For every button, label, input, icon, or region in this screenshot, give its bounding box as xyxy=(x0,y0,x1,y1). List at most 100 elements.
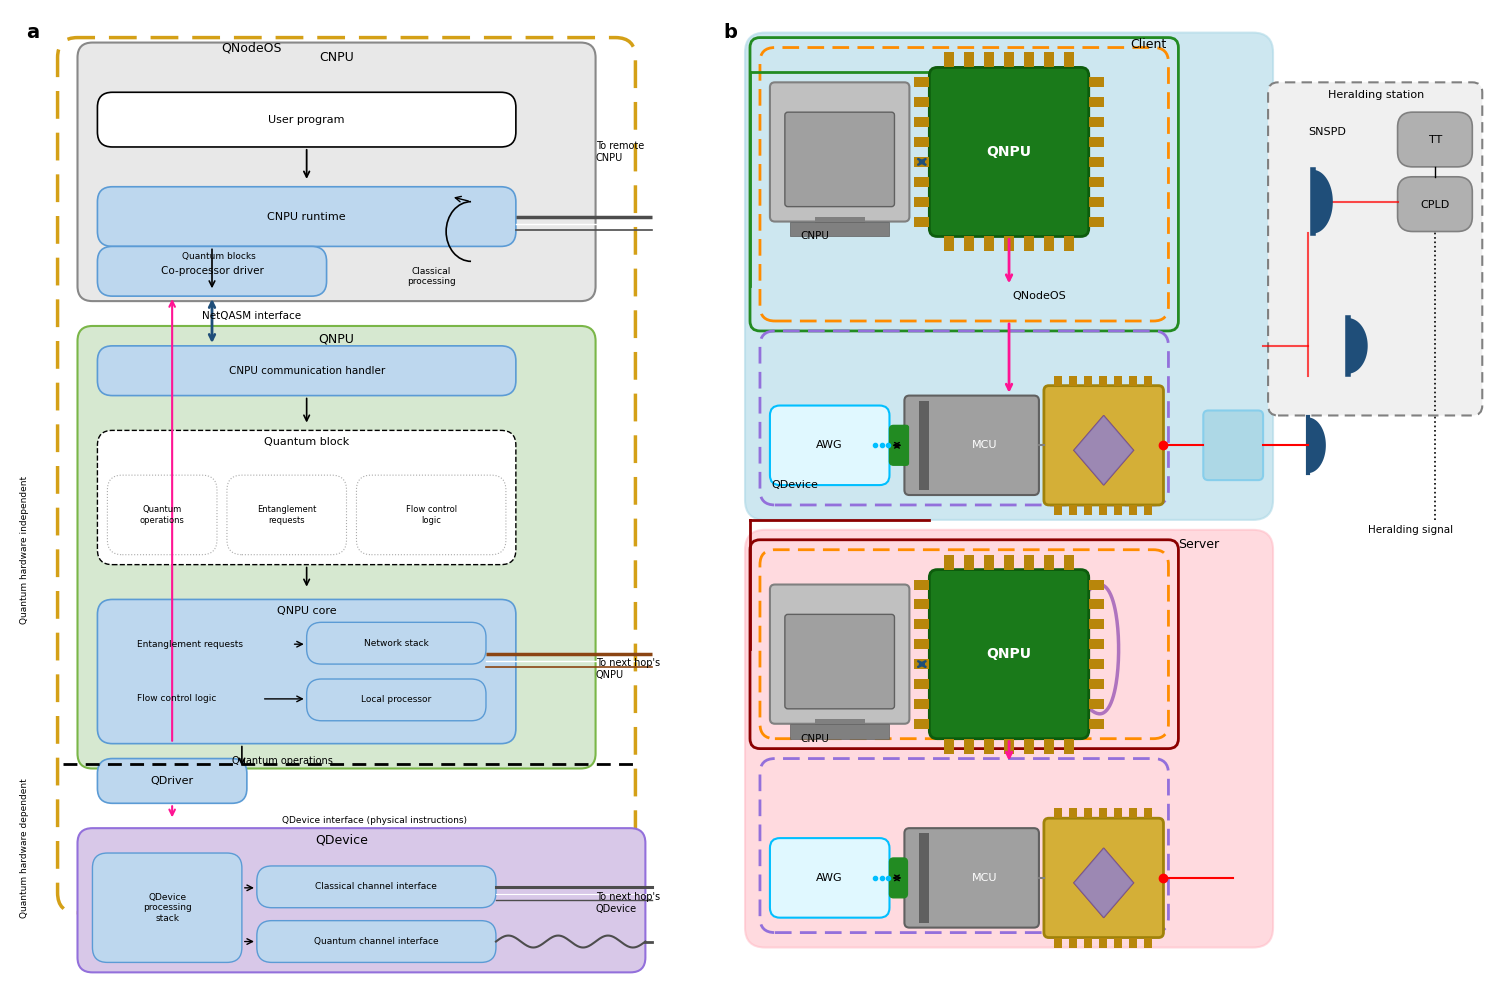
Bar xyxy=(1044,52,1054,67)
Text: CPLD: CPLD xyxy=(1420,200,1450,210)
Text: Entanglement requests: Entanglement requests xyxy=(138,640,243,649)
Bar xyxy=(1024,52,1033,67)
Text: Quantum hardware independent: Quantum hardware independent xyxy=(20,476,28,624)
Bar xyxy=(915,217,930,227)
Text: CNPU runtime: CNPU runtime xyxy=(267,212,346,222)
Bar xyxy=(964,555,974,570)
Bar xyxy=(915,659,930,669)
Bar xyxy=(1098,938,1107,948)
Text: CNPU: CNPU xyxy=(801,231,830,241)
Bar xyxy=(1070,808,1077,818)
Text: Classical
processing: Classical processing xyxy=(406,267,456,286)
FancyBboxPatch shape xyxy=(770,406,890,485)
Bar xyxy=(1054,376,1062,386)
Bar xyxy=(1004,739,1014,754)
Text: QNodeOS: QNodeOS xyxy=(1013,291,1066,301)
Text: CNPU: CNPU xyxy=(801,734,830,744)
Bar xyxy=(915,77,930,87)
Text: MCU: MCU xyxy=(972,440,998,450)
FancyBboxPatch shape xyxy=(98,346,516,396)
Text: QDevice: QDevice xyxy=(315,834,368,847)
Bar xyxy=(945,52,954,67)
Text: SNSPD: SNSPD xyxy=(1308,127,1346,137)
Text: Co-processor driver: Co-processor driver xyxy=(160,266,264,276)
Bar xyxy=(1113,938,1122,948)
Bar xyxy=(1070,505,1077,515)
Bar xyxy=(984,52,994,67)
Bar xyxy=(1070,376,1077,386)
Bar xyxy=(1004,236,1014,251)
Bar xyxy=(964,739,974,754)
Bar xyxy=(1089,719,1104,729)
Text: Quantum blocks: Quantum blocks xyxy=(182,252,256,261)
FancyBboxPatch shape xyxy=(890,858,908,898)
Text: Classical channel interface: Classical channel interface xyxy=(315,882,438,891)
Bar xyxy=(1064,236,1074,251)
FancyBboxPatch shape xyxy=(98,187,516,246)
Bar xyxy=(1089,599,1104,609)
FancyBboxPatch shape xyxy=(1398,177,1473,232)
Bar xyxy=(920,401,930,490)
Bar xyxy=(1084,505,1092,515)
FancyBboxPatch shape xyxy=(903,425,909,465)
Text: Local processor: Local processor xyxy=(362,695,432,704)
Bar xyxy=(1004,555,1014,570)
FancyBboxPatch shape xyxy=(904,828,1040,928)
Polygon shape xyxy=(1308,417,1326,473)
Bar xyxy=(1089,619,1104,629)
Bar xyxy=(1089,659,1104,669)
FancyBboxPatch shape xyxy=(770,585,909,724)
Bar xyxy=(1054,808,1062,818)
Bar xyxy=(815,217,864,227)
Text: AWG: AWG xyxy=(816,440,843,450)
FancyBboxPatch shape xyxy=(98,430,516,565)
Bar xyxy=(1044,739,1054,754)
FancyBboxPatch shape xyxy=(930,570,1089,739)
FancyBboxPatch shape xyxy=(770,838,890,918)
Bar xyxy=(1054,505,1062,515)
Text: b: b xyxy=(723,23,736,42)
FancyBboxPatch shape xyxy=(108,475,218,555)
Bar xyxy=(1143,938,1152,948)
FancyBboxPatch shape xyxy=(306,622,486,664)
Bar xyxy=(984,739,994,754)
Bar xyxy=(1113,808,1122,818)
Bar xyxy=(1089,197,1104,207)
Polygon shape xyxy=(1348,318,1368,374)
Text: To next hop's
QDevice: To next hop's QDevice xyxy=(596,892,660,914)
Text: QNPU: QNPU xyxy=(987,145,1032,159)
FancyBboxPatch shape xyxy=(256,866,496,908)
Bar xyxy=(1143,808,1152,818)
Bar xyxy=(1084,808,1092,818)
FancyBboxPatch shape xyxy=(746,530,1274,948)
Bar xyxy=(790,724,889,739)
Bar xyxy=(1113,376,1122,386)
FancyBboxPatch shape xyxy=(98,246,327,296)
FancyBboxPatch shape xyxy=(1203,410,1263,480)
FancyBboxPatch shape xyxy=(784,112,894,207)
Bar xyxy=(1089,157,1104,167)
Bar xyxy=(915,117,930,127)
Bar xyxy=(984,555,994,570)
Bar xyxy=(1084,938,1092,948)
FancyBboxPatch shape xyxy=(1044,818,1164,938)
Bar xyxy=(1089,77,1104,87)
Text: To remote
CNPU: To remote CNPU xyxy=(596,141,644,163)
Bar xyxy=(1089,137,1104,147)
Bar xyxy=(1128,808,1137,818)
Bar xyxy=(915,619,930,629)
Bar xyxy=(1024,739,1033,754)
FancyBboxPatch shape xyxy=(1398,112,1473,167)
Bar xyxy=(1143,376,1152,386)
Bar xyxy=(1089,117,1104,127)
FancyBboxPatch shape xyxy=(1044,386,1164,505)
Bar xyxy=(1128,376,1137,386)
Bar xyxy=(1098,808,1107,818)
Text: Quantum
operations: Quantum operations xyxy=(140,505,184,525)
Bar xyxy=(1070,938,1077,948)
Bar xyxy=(1044,236,1054,251)
Text: TT: TT xyxy=(1430,135,1442,145)
Text: QDevice interface (physical instructions): QDevice interface (physical instructions… xyxy=(282,816,466,825)
Bar xyxy=(1128,938,1137,948)
Polygon shape xyxy=(1074,415,1134,485)
